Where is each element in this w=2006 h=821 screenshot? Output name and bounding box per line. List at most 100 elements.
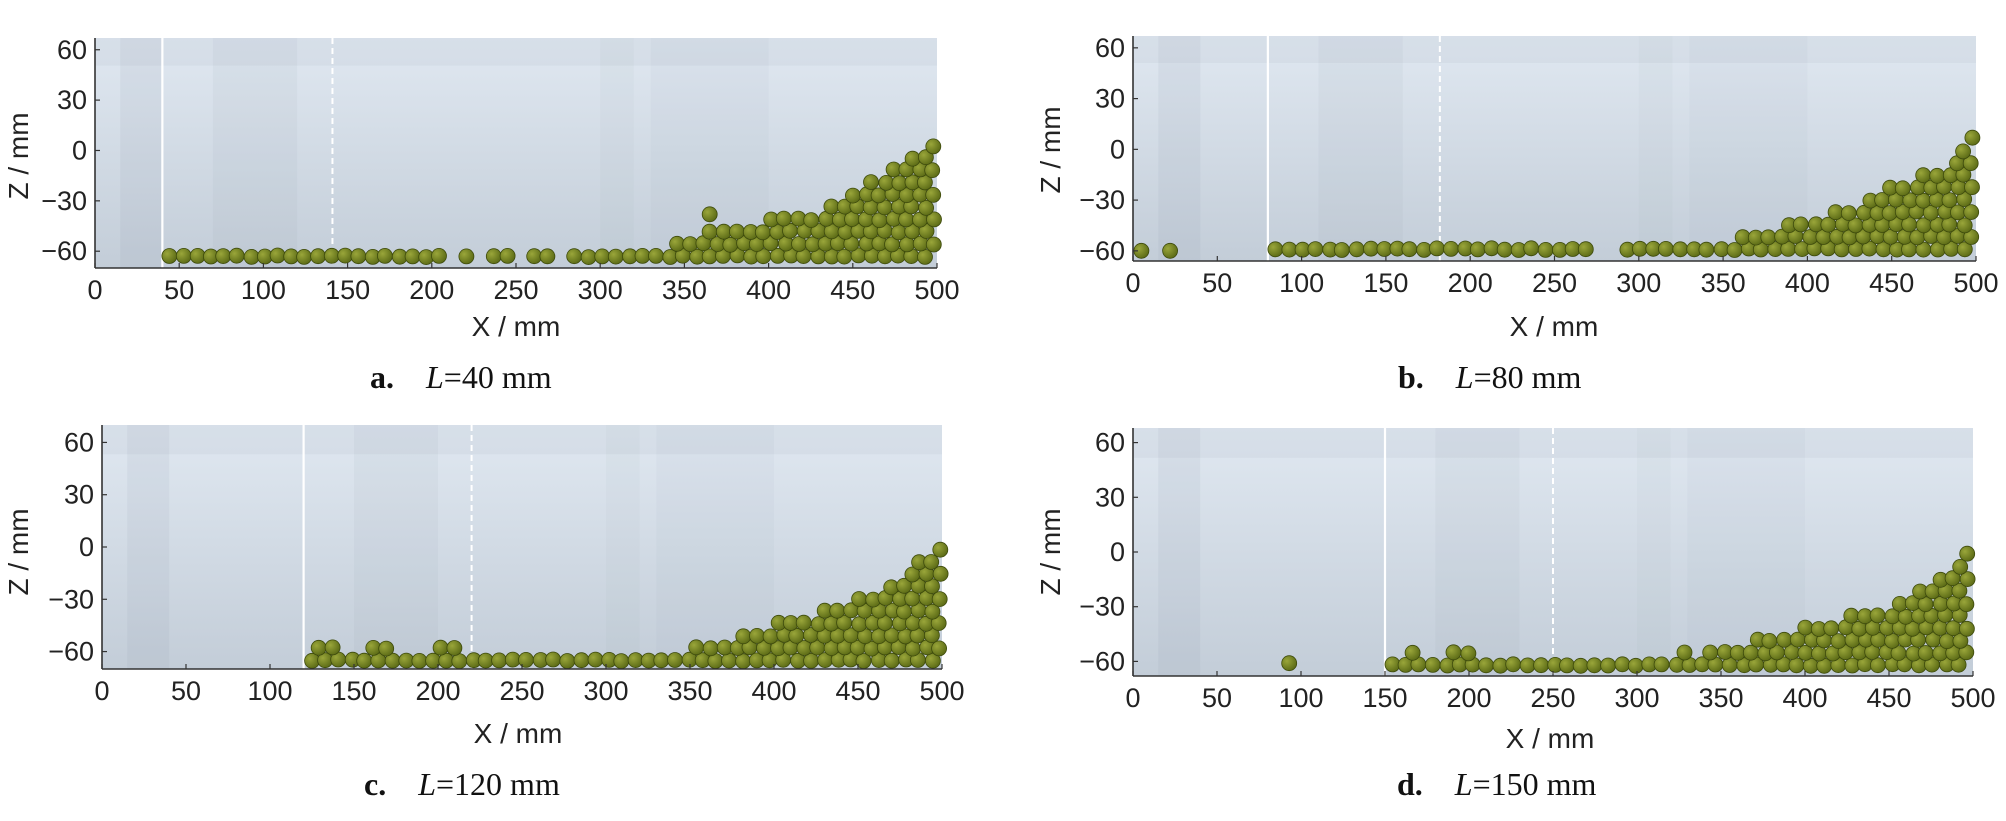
guide-lines: [161, 38, 334, 268]
particle: [917, 248, 933, 265]
particle: [823, 198, 840, 215]
particle-bed: [1281, 545, 1976, 674]
x-tick-label: 450: [1866, 683, 1911, 713]
particle: [918, 149, 934, 166]
particle: [566, 248, 583, 265]
y-tick-labels: 60 30 0 −30 −60: [1079, 428, 1138, 676]
y-tick-label: 30: [1095, 84, 1125, 114]
y-tick-label: −60: [1079, 646, 1125, 676]
y-axis-label: Z / mm: [3, 508, 34, 595]
x-tick-labels: 0 50 100 150 200 250 300 350 400 450 500: [1125, 671, 1996, 713]
particle-bed: [304, 541, 949, 670]
particle: [845, 187, 861, 204]
particle: [890, 224, 907, 241]
particle: [1955, 143, 1971, 160]
y-tick-labels: 60 30 0 −30 −60: [1079, 33, 1138, 266]
particle: [803, 212, 820, 229]
particle: [653, 652, 670, 669]
x-tick-label: 350: [667, 676, 712, 706]
particle: [1823, 620, 1840, 637]
particle: [931, 640, 947, 657]
particle: [1915, 167, 1932, 184]
x-tick-label: 450: [1869, 268, 1914, 298]
y-axis-label: Z / mm: [1035, 106, 1066, 193]
particle: [1443, 240, 1459, 257]
particle: [323, 247, 340, 264]
particle: [1496, 241, 1513, 258]
x-tick-label: 200: [1448, 268, 1493, 298]
particle: [504, 651, 521, 668]
shading-block: [606, 425, 640, 669]
particle: [735, 628, 752, 645]
caption-param: L: [417, 766, 436, 802]
particle: [587, 651, 604, 668]
particle: [1761, 633, 1778, 649]
x-tick-label: 50: [171, 676, 201, 706]
particle: [1959, 620, 1975, 637]
particle: [215, 248, 232, 265]
y-tick-label: 0: [1110, 537, 1125, 567]
background-shading: [1133, 36, 1976, 261]
panel-c: 0 50 100 150 200 250 300 350 400 450 500 60300−30−…: [3, 425, 965, 802]
particle: [1559, 657, 1575, 674]
particle: [613, 653, 630, 669]
particle: [648, 247, 664, 264]
particle: [1348, 241, 1365, 258]
y-tick-label: −60: [41, 236, 87, 266]
particle: [1653, 656, 1670, 673]
shading-block: [656, 425, 774, 669]
particle: [883, 652, 900, 669]
y-tick-label: −60: [48, 637, 94, 667]
particle: [925, 138, 942, 155]
particle: [918, 199, 934, 216]
x-tick-label: 100: [1279, 268, 1324, 298]
particle: [1658, 240, 1674, 257]
particle: [1952, 559, 1969, 575]
particle: [1915, 192, 1932, 209]
y-tick-labels: 60 30 0 −30 −60: [41, 35, 100, 266]
x-axis-label: X / mm: [1510, 311, 1599, 342]
particle: [573, 652, 590, 669]
particle: [754, 224, 771, 241]
caption-letter: d.: [1397, 766, 1423, 802]
y-tick-label: 30: [64, 480, 94, 510]
particle: [545, 651, 561, 668]
particle: [431, 247, 447, 264]
particle: [791, 236, 807, 252]
shading-block: [127, 425, 170, 669]
x-tick-label: 200: [415, 676, 460, 706]
particle: [559, 653, 576, 669]
x-tick-label: 250: [499, 676, 544, 706]
y-tick-label: 60: [64, 427, 94, 457]
shading-band: [1133, 36, 1976, 63]
x-tick-label: 300: [583, 676, 628, 706]
particle: [1627, 657, 1644, 674]
x-tick-label: 0: [87, 275, 102, 305]
particle: [1537, 241, 1554, 258]
caption-letter: a.: [370, 359, 394, 395]
particle: [228, 247, 245, 264]
particle: [1958, 596, 1975, 613]
particle: [1572, 657, 1589, 674]
x-tick-label: 200: [409, 275, 454, 305]
x-tick-label: 100: [1278, 683, 1323, 713]
particle: [594, 248, 611, 265]
particle: [1869, 607, 1886, 624]
x-tick-label: 200: [1446, 683, 1491, 713]
y-tick-label: 0: [1110, 134, 1125, 164]
particle: [1894, 180, 1911, 197]
particle: [1917, 645, 1934, 661]
x-tick-label: 500: [1950, 683, 1995, 713]
particle: [175, 247, 192, 264]
x-tick-label: 50: [1202, 268, 1232, 298]
particle: [499, 247, 516, 264]
guide-lines: [1383, 428, 1554, 676]
particle: [688, 639, 705, 656]
particle: [1698, 241, 1715, 258]
caption-value: =150 mm: [1473, 766, 1597, 802]
y-tick-label: 60: [57, 35, 87, 65]
particle: [356, 652, 373, 669]
shading-band: [102, 425, 942, 455]
x-tick-labels: 0 50 100 150 200 250 300 350 400 450 500: [1125, 256, 1999, 298]
particle: [926, 211, 942, 228]
